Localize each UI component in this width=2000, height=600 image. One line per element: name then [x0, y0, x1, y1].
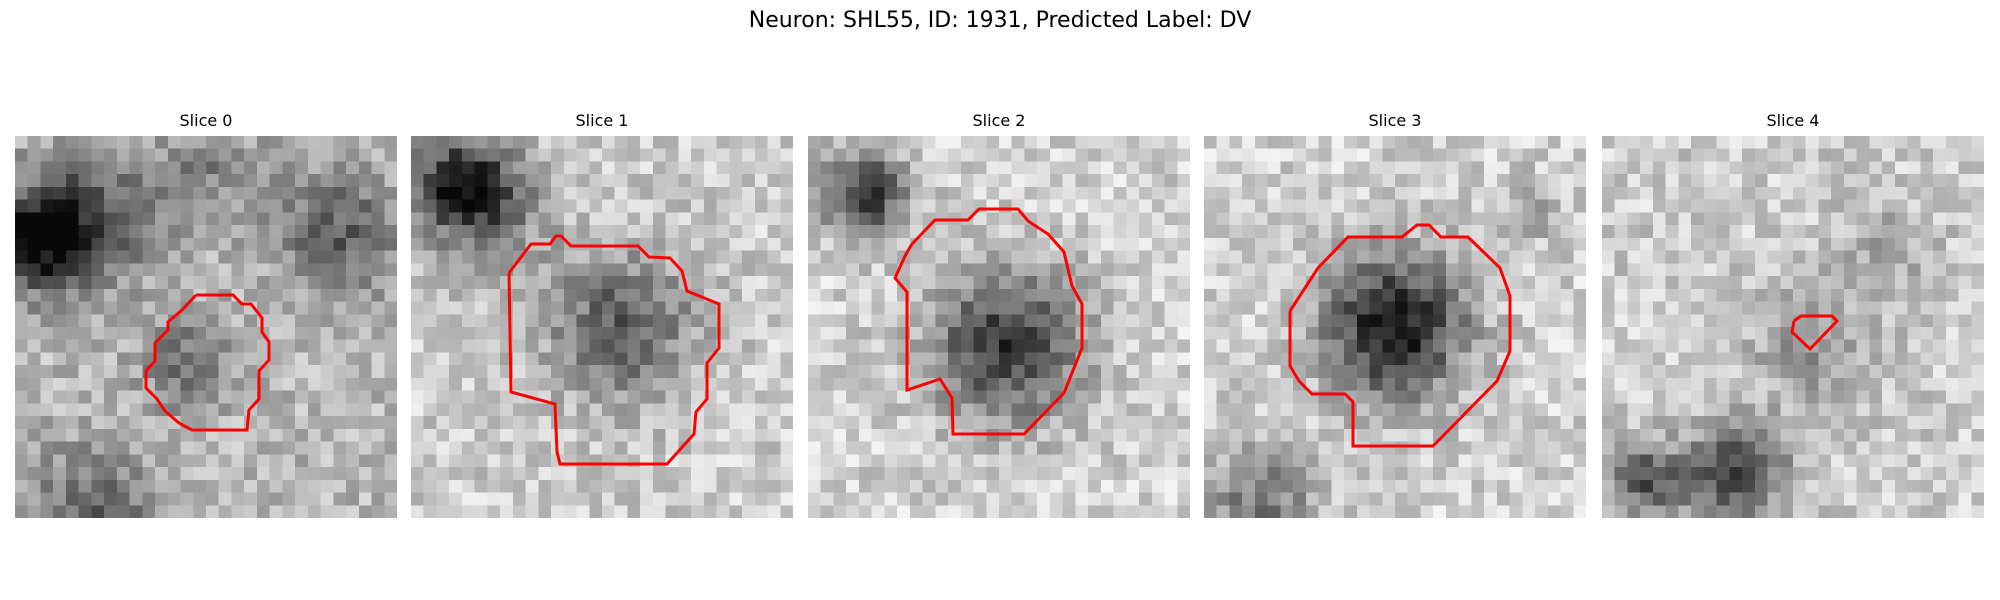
grayscale-slice	[808, 136, 1190, 518]
slice-title: Slice 3	[1368, 111, 1422, 130]
grayscale-slice	[1204, 136, 1586, 518]
slice-panel-3: Slice 3	[1204, 110, 1586, 518]
grayscale-slice	[411, 136, 793, 518]
roi-contour	[507, 234, 721, 466]
slice-title: Slice 2	[972, 111, 1026, 130]
figure-title: Neuron: SHL55, ID: 1931, Predicted Label…	[748, 8, 1252, 33]
slice-panel-2: Slice 2	[808, 110, 1190, 518]
slice-image	[1602, 136, 1984, 518]
slice-panel-0: Slice 0	[15, 110, 397, 518]
slice-title: Slice 1	[575, 111, 629, 130]
slice-image	[411, 136, 793, 518]
slice-panel-1: Slice 1	[411, 110, 793, 518]
slice-image	[1204, 136, 1586, 518]
slice-title: Slice 4	[1766, 111, 1820, 130]
roi-contour	[1288, 223, 1512, 448]
roi-contour	[893, 207, 1084, 436]
slice-image	[808, 136, 1190, 518]
roi-contour	[144, 293, 271, 432]
slice-image	[15, 136, 397, 518]
slice-title: Slice 0	[179, 111, 233, 130]
slice-panel-4: Slice 4	[1602, 110, 1984, 518]
roi-contour	[1790, 314, 1840, 352]
grayscale-slice	[15, 136, 397, 518]
